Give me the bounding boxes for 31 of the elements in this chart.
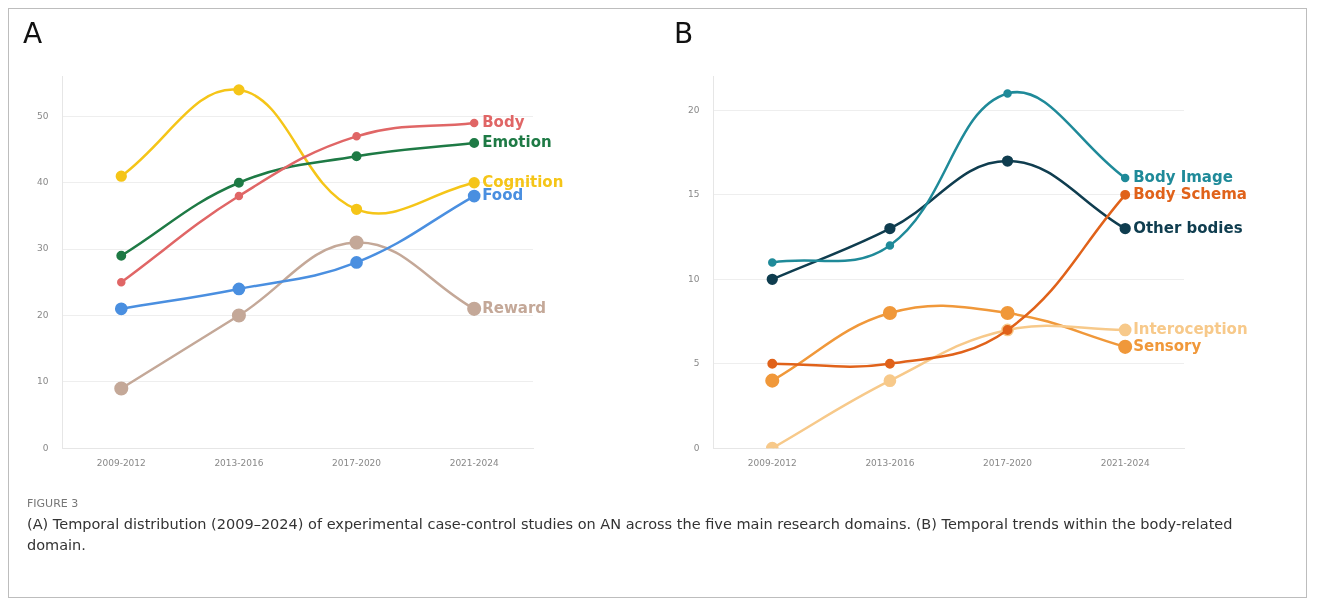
y-tick-label: 15 (688, 189, 700, 200)
chart-title: B (674, 17, 694, 51)
y-tick-label: 0 (42, 442, 49, 453)
series-label: Body Schema (1133, 184, 1247, 203)
series-label: Body (482, 112, 525, 131)
chart-title: A (23, 17, 43, 51)
y-tick-label: 50 (37, 110, 49, 121)
x-tick-label: 2013-2016 (214, 457, 264, 468)
y-tick-label: 10 (37, 376, 49, 387)
x-tick-label: 2009-2012 (747, 457, 797, 468)
series-label: Reward (482, 298, 547, 317)
text: (A) Temporal distribution (2009–2024) of experimental case-control studies on AN across the five main research domains. (B) Temporal trends within the body-related domain. (27, 515, 1234, 555)
x-tick-label: 2013-2016 (865, 457, 915, 468)
y-tick-label: 10 (688, 273, 700, 284)
series-label: Interoception (1133, 319, 1248, 338)
x-tick-label: 2021-2024 (449, 457, 499, 468)
y-tick-label: 20 (688, 104, 700, 115)
series-label: Sensory (1133, 336, 1202, 355)
series-label: Emotion (482, 132, 552, 151)
caption: FIGURE 3 (27, 497, 80, 510)
x-tick-label: 2009-2012 (96, 457, 146, 468)
y-tick-label: 20 (37, 309, 49, 320)
y-tick-label: 5 (693, 358, 700, 369)
x-tick-label: 2021-2024 (1100, 457, 1150, 468)
y-tick-label: 40 (37, 177, 49, 188)
series-label: Body Image (1133, 167, 1233, 186)
x-tick-label: 2017-2020 (983, 457, 1033, 468)
y-tick-label: 0 (693, 442, 700, 453)
x-tick-label: 2017-2020 (332, 457, 382, 468)
series-label: Other bodies (1133, 218, 1243, 237)
y-tick-label: 30 (37, 243, 49, 254)
